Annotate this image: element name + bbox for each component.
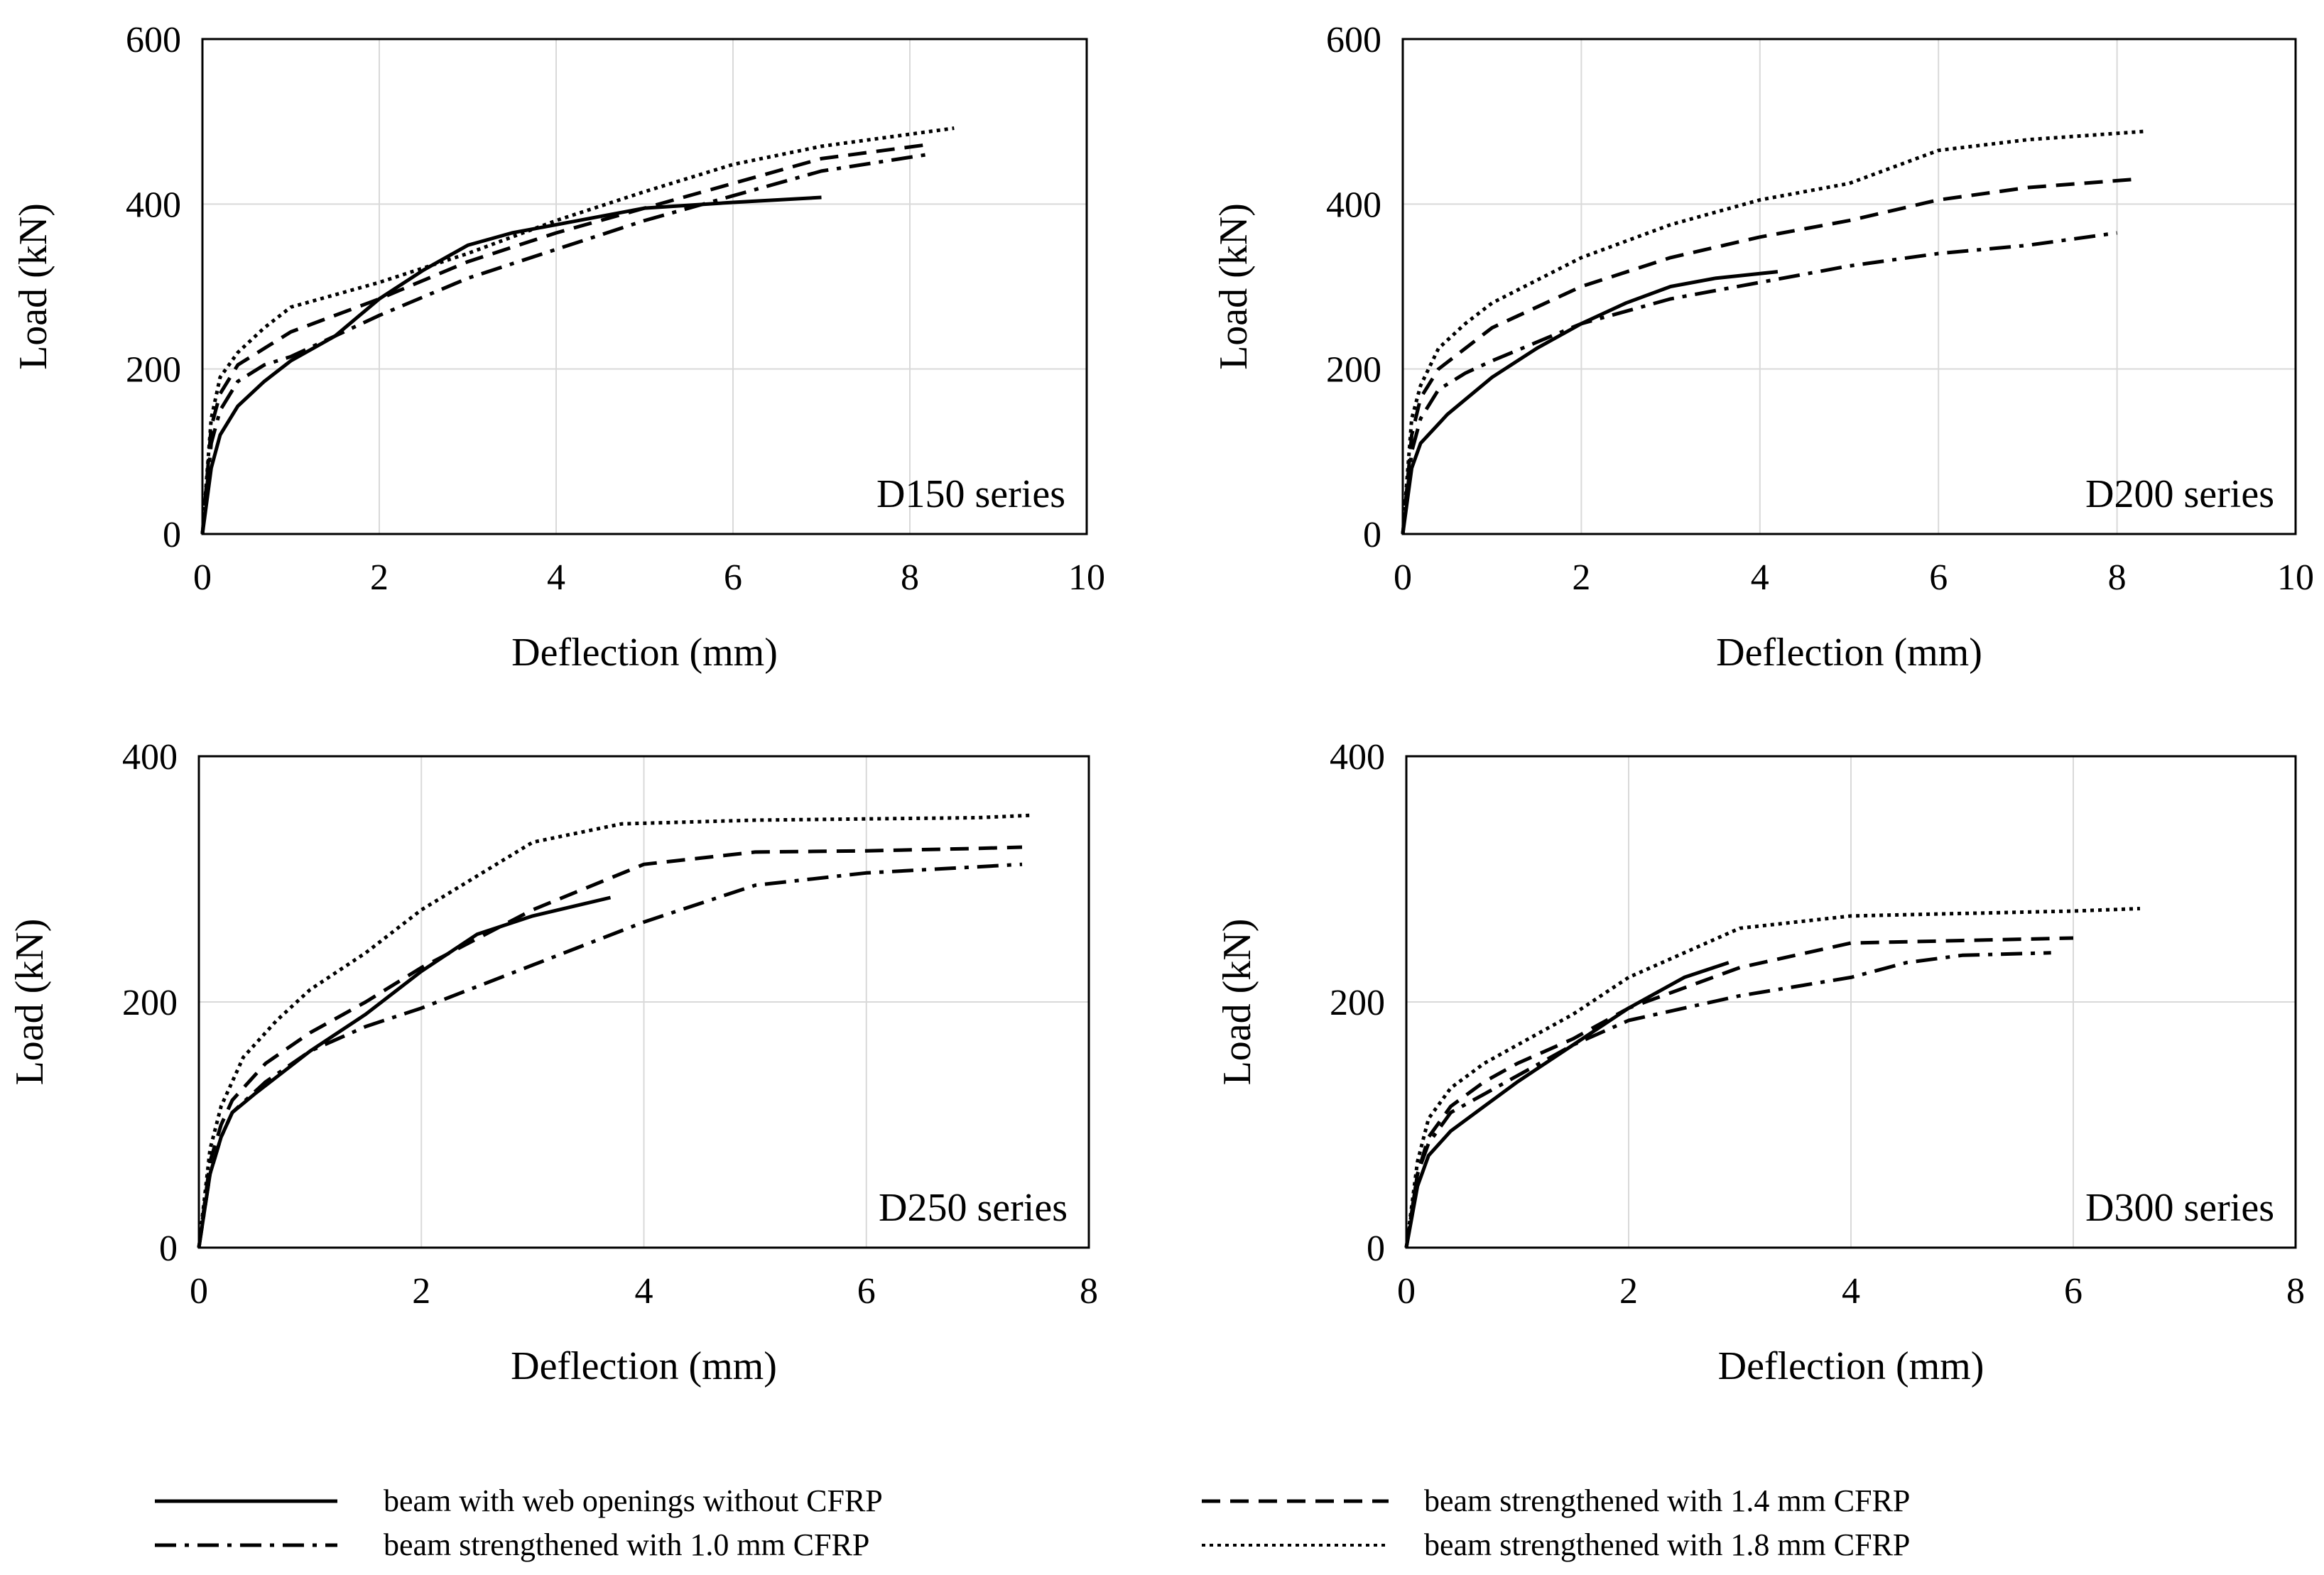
- series-line-dotted: [200, 126, 955, 535]
- legend-label: beam strengthened with 1.8 mm CFRP: [1424, 1527, 1910, 1562]
- y-tick-label: 0: [1367, 1228, 1385, 1269]
- x-axis-label: Deflection (mm): [1716, 631, 1982, 675]
- y-tick-label: 600: [126, 20, 181, 60]
- x-tick-label: 6: [2064, 1271, 2083, 1312]
- x-tick-label: 8: [2286, 1271, 2305, 1312]
- chart-panel-3: 0 2 4 6 8 0 200 400 Deflection (mm) Load (kN) D250…: [8, 737, 1098, 1388]
- series-line-dashed: [1404, 936, 2074, 1248]
- panel-label: D300 series: [2085, 1186, 2274, 1230]
- chart-panel-4: 0 2 4 6 8 0 200 400 Deflection (mm) Load (kN) D300…: [1215, 737, 2305, 1388]
- y-tick-label: 200: [1326, 350, 1381, 391]
- chart-panel-2: 0 2 4 6 8 10 0 200 400 600 Deflection (mm) Load (kN…: [1212, 20, 2314, 675]
- y-tick-label: 400: [1330, 737, 1385, 778]
- y-axis-label: Load (kN): [1212, 203, 1256, 370]
- y-tick-label: 600: [1326, 20, 1381, 60]
- x-axis-label: Deflection (mm): [511, 1344, 777, 1388]
- x-tick-label: 8: [901, 557, 919, 598]
- series-line-dotted: [197, 813, 1033, 1248]
- legend-label: beam with web openings without CFRP: [384, 1483, 883, 1518]
- x-tick-label: 6: [857, 1271, 876, 1312]
- y-axis-label: Load (kN): [11, 203, 55, 370]
- x-tick-label: 0: [193, 557, 212, 598]
- series-line-dashed: [197, 845, 1023, 1248]
- x-tick-label: 0: [190, 1271, 208, 1312]
- y-tick-label: 400: [122, 737, 178, 778]
- y-tick-label: 0: [1363, 515, 1381, 555]
- x-tick-label: 4: [547, 557, 565, 598]
- y-tick-label: 400: [1326, 185, 1381, 225]
- y-tick-label: 200: [126, 350, 181, 391]
- x-tick-label: 4: [635, 1271, 653, 1312]
- x-tick-label: 10: [2277, 557, 2314, 598]
- y-tick-label: 400: [126, 185, 181, 225]
- x-tick-label: 10: [1068, 557, 1105, 598]
- y-tick-label: 0: [159, 1228, 178, 1269]
- x-tick-label: 0: [1397, 1271, 1416, 1312]
- x-tick-label: 6: [1929, 557, 1948, 598]
- series-line-dashed: [200, 143, 928, 535]
- series-line-solid: [197, 895, 612, 1248]
- series-line-dashed: [1401, 178, 2135, 535]
- series-line-solid: [1404, 961, 1730, 1248]
- x-tick-label: 8: [1080, 1271, 1098, 1312]
- chart-panel-1: 0 2 4 6 8 10 0 200 400 600 Deflection (mm) Load (kN…: [11, 20, 1105, 675]
- x-tick-label: 4: [1751, 557, 1769, 598]
- plot-frame: [197, 755, 1090, 1249]
- series-line-dashdot: [197, 862, 1023, 1248]
- y-tick-label: 200: [122, 983, 178, 1023]
- plot-frame: [1405, 755, 2297, 1249]
- legend-label: beam strengthened with 1.4 mm CFRP: [1424, 1483, 1910, 1518]
- legend-label: beam strengthened with 1.0 mm CFRP: [384, 1527, 869, 1562]
- x-tick-label: 4: [1842, 1271, 1860, 1312]
- series-line-solid: [200, 195, 822, 535]
- y-tick-label: 200: [1330, 983, 1385, 1023]
- x-tick-label: 2: [1572, 557, 1590, 598]
- x-tick-label: 2: [1619, 1271, 1638, 1312]
- x-tick-label: 2: [370, 557, 389, 598]
- x-tick-label: 2: [412, 1271, 430, 1312]
- panel-label: D250 series: [879, 1186, 1068, 1230]
- series-line-dashdot: [200, 153, 928, 535]
- y-tick-label: 0: [163, 515, 181, 555]
- y-axis-label: Load (kN): [1215, 919, 1259, 1086]
- legend: beam with web openings without CFRP beam …: [155, 1483, 1910, 1562]
- series-line-dashdot: [1404, 951, 2051, 1248]
- x-tick-label: 8: [2108, 557, 2127, 598]
- panel-label: D200 series: [2085, 472, 2274, 516]
- panel-label: D150 series: [876, 472, 1065, 516]
- plot-frame: [1401, 38, 2297, 535]
- series-line-solid: [1401, 270, 1779, 535]
- x-axis-label: Deflection (mm): [1718, 1344, 1984, 1388]
- x-axis-label: Deflection (mm): [511, 631, 778, 675]
- series-line-dashdot: [1401, 231, 2117, 535]
- series-line-dotted: [1401, 129, 2144, 535]
- plot-frame: [201, 38, 1088, 535]
- x-tick-label: 0: [1394, 557, 1412, 598]
- x-tick-label: 6: [724, 557, 742, 598]
- y-axis-label: Load (kN): [8, 919, 52, 1086]
